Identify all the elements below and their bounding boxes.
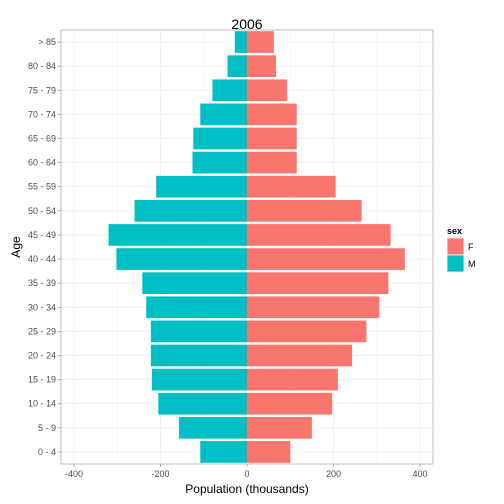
y-tick-label: 20 - 24: [28, 351, 56, 361]
bar-m: [158, 392, 247, 415]
y-tick-label: 80 - 84: [28, 61, 56, 71]
bar-m: [150, 320, 247, 343]
bar-f: [247, 199, 362, 222]
y-axis-title: Age: [9, 236, 23, 258]
bar-m: [156, 175, 247, 198]
bars: [108, 31, 405, 463]
bar-m: [151, 368, 247, 391]
bar-m: [200, 103, 247, 126]
bar-f: [247, 224, 391, 246]
y-tick-label: 45 - 49: [28, 230, 56, 240]
legend-key-m: [446, 254, 465, 273]
bar-m: [150, 344, 247, 367]
legend: sex FM: [446, 226, 476, 273]
bar-m: [116, 248, 248, 270]
x-tick-label: 0: [244, 469, 249, 479]
bar-f: [247, 296, 380, 319]
bar-m: [179, 416, 247, 439]
y-tick-label: > 85: [38, 37, 56, 47]
bar-m: [192, 151, 247, 174]
bar-m: [193, 127, 247, 150]
bar-m: [142, 272, 247, 295]
y-tick-label: 35 - 39: [28, 278, 56, 288]
y-tick-label: 65 - 69: [28, 134, 56, 144]
bar-f: [247, 127, 297, 150]
legend-label-m: M: [468, 259, 476, 269]
bar-f: [247, 79, 288, 102]
bar-f: [247, 392, 333, 415]
legend-key-f: [446, 237, 465, 256]
bar-f: [247, 272, 389, 295]
bar-f: [247, 441, 291, 463]
y-tick-label: 15 - 19: [28, 375, 56, 385]
x-axis-tick-labels: -400 -200 0 200 400: [65, 464, 428, 479]
x-axis-title: Population (thousands): [185, 482, 308, 496]
chart-title: 2006: [231, 16, 262, 32]
bar-f: [247, 320, 367, 343]
bar-m: [212, 79, 247, 102]
bar-m: [234, 31, 247, 53]
bar-f: [247, 151, 297, 174]
y-tick-label: 75 - 79: [28, 85, 56, 95]
bar-f: [247, 103, 297, 126]
x-tick-label: -400: [65, 469, 83, 479]
y-tick-label: 70 - 74: [28, 109, 56, 119]
legend-label-f: F: [468, 242, 474, 252]
y-tick-label: 55 - 59: [28, 182, 56, 192]
x-tick-label: -200: [151, 469, 169, 479]
y-tick-label: 10 - 14: [28, 399, 56, 409]
bar-m: [108, 224, 248, 246]
legend-title: sex: [447, 226, 462, 236]
bar-m: [227, 55, 247, 78]
y-axis-tick-labels: 0 - 4 5 - 9 10 - 14 15 - 19 20 - 24 25 - 29 30…: [28, 37, 61, 457]
y-tick-label: 25 - 29: [28, 326, 56, 336]
y-tick-label: 5 - 9: [38, 423, 56, 433]
y-tick-label: 30 - 34: [28, 302, 56, 312]
bar-f: [247, 248, 405, 270]
y-tick-label: 40 - 44: [28, 254, 56, 264]
bar-m: [146, 296, 247, 319]
bar-f: [247, 368, 338, 391]
bar-f: [247, 344, 353, 367]
x-tick-label: 400: [413, 469, 428, 479]
bar-m: [200, 441, 247, 463]
bar-f: [247, 416, 312, 439]
bar-m: [134, 199, 247, 222]
y-tick-label: 50 - 54: [28, 206, 56, 216]
x-tick-label: 200: [326, 469, 341, 479]
bar-f: [247, 55, 276, 78]
y-tick-label: 60 - 64: [28, 158, 56, 168]
bar-f: [247, 175, 336, 198]
bar-f: [247, 31, 274, 53]
y-tick-label: 0 - 4: [38, 447, 56, 457]
